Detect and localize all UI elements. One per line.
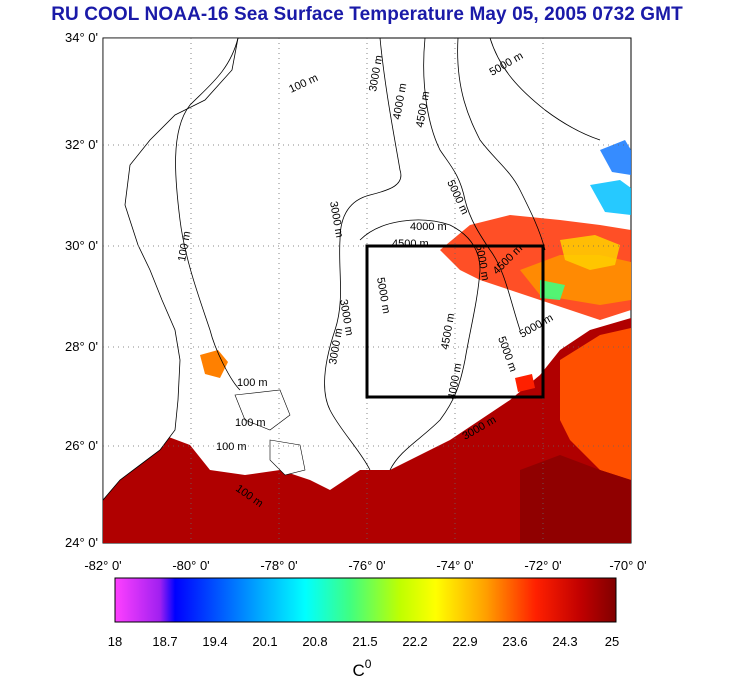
- map-title: RU COOL NOAA-16 Sea Surface Temperature …: [51, 4, 683, 25]
- lon-label: -74° 0': [436, 558, 473, 573]
- region-box: [365, 244, 545, 399]
- colorbar-tick: 20.1: [252, 634, 277, 649]
- colorbar-tick: 18: [108, 634, 122, 649]
- colorbar: [114, 577, 617, 623]
- colorbar-tick: 19.4: [202, 634, 227, 649]
- colorbar-tick: 21.5: [352, 634, 377, 649]
- lon-label: -70° 0': [609, 558, 646, 573]
- lat-label: 30° 0': [65, 238, 98, 253]
- colorbar-tick: 22.2: [402, 634, 427, 649]
- colorbar-tick: 25: [605, 634, 619, 649]
- lon-label: -82° 0': [84, 558, 121, 573]
- colorbar-tick: 24.3: [552, 634, 577, 649]
- lat-label: 32° 0': [65, 137, 98, 152]
- colorbar-tick: 23.6: [502, 634, 527, 649]
- lat-label: 24° 0': [65, 535, 98, 550]
- contour-label: 100 m: [176, 230, 193, 262]
- lon-label: -80° 0': [172, 558, 209, 573]
- lon-label: -76° 0': [348, 558, 385, 573]
- contour-label: 100 m: [235, 417, 266, 429]
- lon-label: -78° 0': [260, 558, 297, 573]
- colorbar-unit: C0: [353, 657, 372, 680]
- lat-ticks: 34° 0' 32° 0' 30° 0' 28° 0' 26° 0' 24° 0…: [65, 30, 98, 550]
- lat-label: 34° 0': [65, 30, 98, 45]
- colorbar-tick: 20.8: [302, 634, 327, 649]
- lat-label: 26° 0': [65, 438, 98, 453]
- bathymetry-contours: [175, 37, 601, 471]
- sst-warm-patches: [103, 140, 631, 543]
- lon-label: -72° 0': [524, 558, 561, 573]
- contour-label: 4500 m: [392, 238, 429, 250]
- colorbar-ticks: 18 18.7 19.4 20.1 20.8 21.5 22.2 22.9 23…: [108, 634, 619, 649]
- contour-label: 100 m: [216, 441, 247, 453]
- lon-ticks: -82° 0' -80° 0' -78° 0' -76° 0' -74° 0' …: [84, 558, 646, 573]
- lat-label: 28° 0': [65, 339, 98, 354]
- colorbar-tick: 18.7: [152, 634, 177, 649]
- colorbar-tick: 22.9: [452, 634, 477, 649]
- contour-label: 100 m: [237, 377, 268, 389]
- contour-label: 4000 m: [410, 221, 447, 233]
